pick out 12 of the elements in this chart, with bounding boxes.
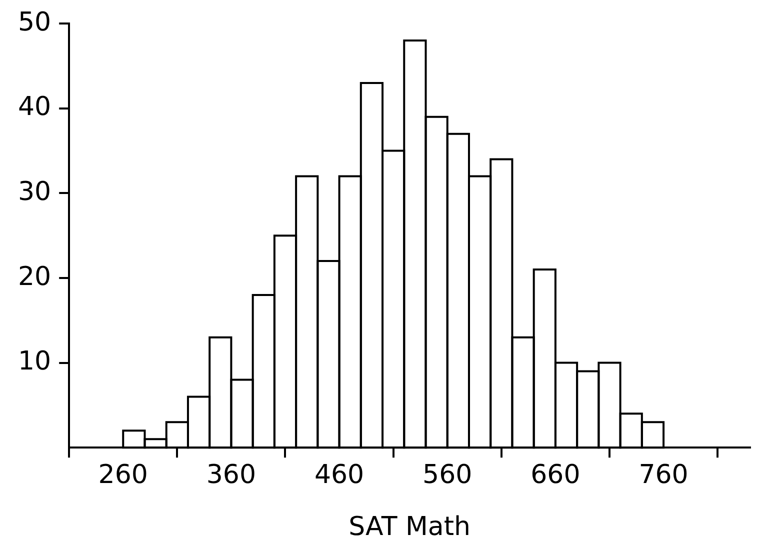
x-tick-label: 760 [638, 460, 688, 490]
x-tick-label: 260 [98, 460, 148, 490]
y-tick-label: 10 [18, 346, 52, 377]
y-tick-label: 20 [18, 262, 52, 292]
x-axis-title: SAT Math [348, 512, 471, 542]
y-tick-label: 50 [18, 7, 52, 38]
y-tick-label: 40 [18, 92, 52, 122]
x-tick-label: 360 [206, 460, 256, 490]
x-tick-label: 560 [422, 460, 472, 490]
x-tick-label: 460 [314, 460, 364, 490]
y-tick-label: 30 [18, 176, 52, 207]
x-tick-label: 660 [530, 460, 580, 490]
